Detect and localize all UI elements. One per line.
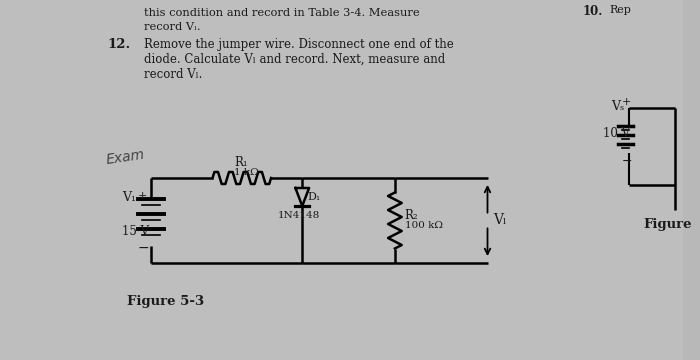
Text: this condition and record in Table 3-4. Measure: this condition and record in Table 3-4. …	[144, 8, 420, 18]
Text: V₁: V₁	[122, 190, 136, 203]
Text: +: +	[137, 190, 147, 201]
Text: Vₛ: Vₛ	[611, 100, 624, 113]
Text: 100 kΩ: 100 kΩ	[405, 220, 442, 230]
Text: Exam: Exam	[105, 148, 146, 167]
Text: Rep: Rep	[610, 5, 631, 15]
Text: 10 V: 10 V	[603, 127, 630, 140]
Text: 15 V: 15 V	[122, 225, 149, 238]
Text: diode. Calculate Vₗ and record. Next, measure and: diode. Calculate Vₗ and record. Next, me…	[144, 53, 445, 66]
Text: record Vₗ.: record Vₗ.	[144, 68, 203, 81]
Text: −: −	[137, 240, 149, 255]
Text: Figure: Figure	[643, 218, 692, 231]
Text: D₁: D₁	[307, 192, 321, 202]
Text: Remove the jumper wire. Disconnect one end of the: Remove the jumper wire. Disconnect one e…	[144, 38, 454, 51]
Text: record Vₗ.: record Vₗ.	[144, 22, 201, 32]
Text: R₁: R₁	[234, 156, 248, 169]
Text: 10.: 10.	[583, 5, 603, 18]
Text: R₂: R₂	[405, 208, 419, 221]
Text: 1N4148: 1N4148	[278, 211, 320, 220]
Text: −: −	[622, 155, 633, 168]
Text: 12.: 12.	[107, 38, 130, 51]
Text: +: +	[622, 97, 631, 107]
Text: Vₗ: Vₗ	[494, 212, 507, 226]
Text: 1 kΩ: 1 kΩ	[234, 168, 259, 177]
Text: Figure 5-3: Figure 5-3	[127, 295, 204, 308]
